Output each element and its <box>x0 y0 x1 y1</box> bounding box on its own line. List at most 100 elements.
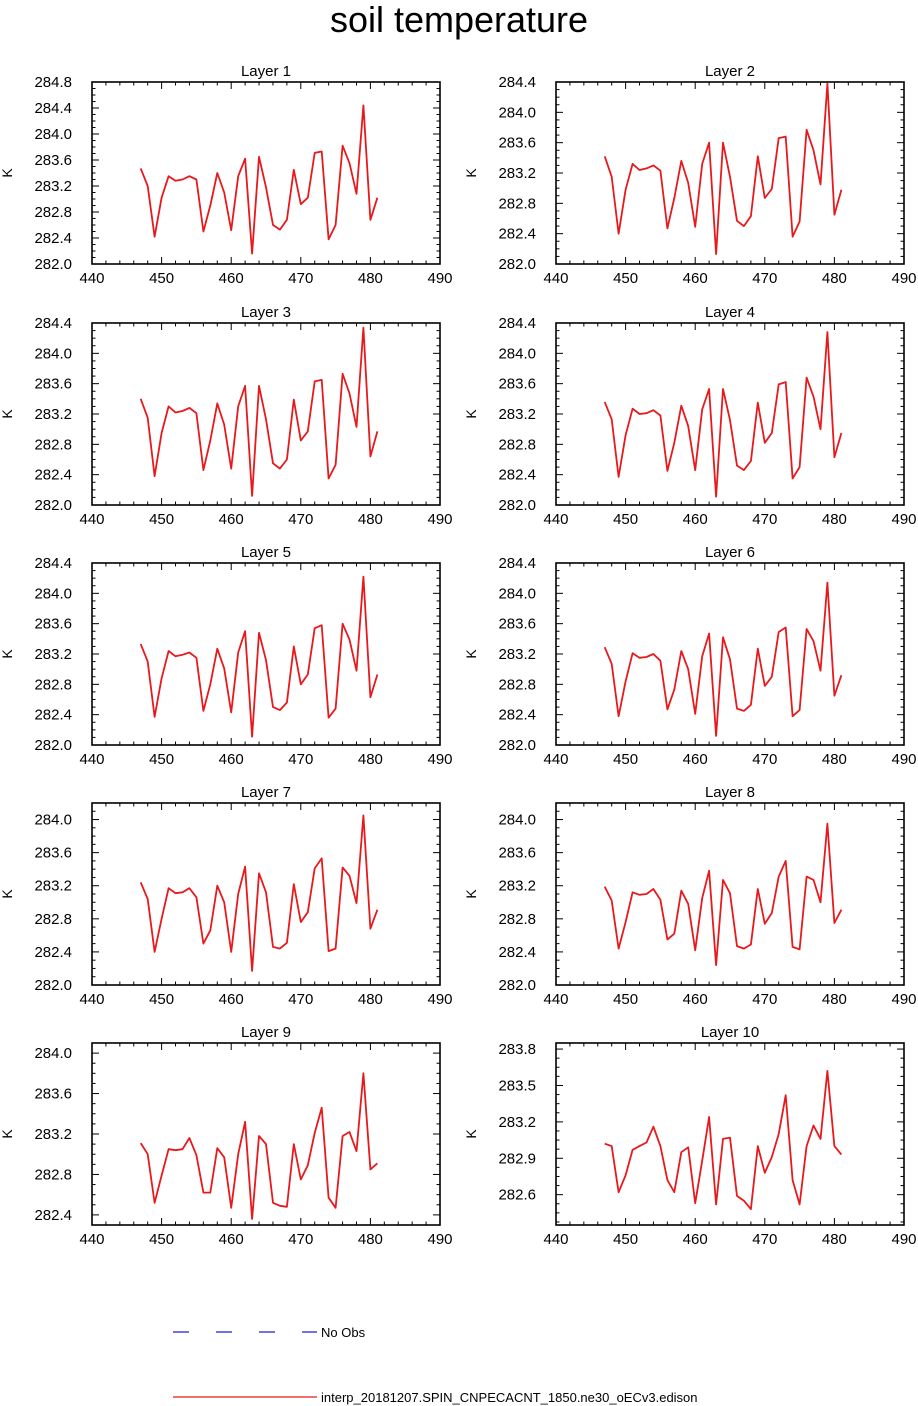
y-axis-label: K <box>0 1129 15 1139</box>
x-tick-label: 490 <box>427 751 452 768</box>
series-line <box>603 331 843 498</box>
y-tick-label: 282.4 <box>498 467 536 484</box>
series-line <box>139 575 379 738</box>
panel-title: Layer 4 <box>705 304 755 321</box>
y-tick-label: 283.6 <box>34 152 72 169</box>
y-axis-label: K <box>0 409 15 419</box>
x-tick-label: 450 <box>149 1231 174 1248</box>
y-axis-label: K <box>463 409 479 419</box>
x-tick-label: 470 <box>288 511 313 528</box>
y-tick-label: 283.2 <box>34 1126 72 1143</box>
x-tick-label: 440 <box>79 511 104 528</box>
y-tick-label: 283.6 <box>34 845 72 862</box>
y-tick-label: 282.8 <box>498 436 536 453</box>
x-tick-label: 480 <box>358 991 383 1008</box>
x-tick-label: 460 <box>219 751 244 768</box>
y-tick-label: 283.2 <box>34 178 72 195</box>
y-tick-label: 282.8 <box>34 911 72 928</box>
x-tick-label: 480 <box>358 270 383 287</box>
x-tick-label: 480 <box>358 751 383 768</box>
x-tick-label: 460 <box>219 270 244 287</box>
series-line <box>603 82 843 256</box>
x-tick-label: 450 <box>149 511 174 528</box>
y-tick-label: 283.6 <box>498 845 536 862</box>
y-tick-label: 284.4 <box>34 100 72 117</box>
y-tick-label: 282.4 <box>34 944 72 961</box>
y-tick-label: 282.4 <box>34 707 72 724</box>
x-tick-label: 450 <box>613 751 638 768</box>
y-tick-label: 282.8 <box>34 436 72 453</box>
y-tick-label: 282.8 <box>498 195 536 212</box>
legend-model-label: interp_20181207.SPIN_CNPECACNT_1850.ne30… <box>321 1390 698 1405</box>
plot-frame <box>555 1042 905 1226</box>
panel-layer-5: Layer 5 K 440 450 460 470 480 490 282.0 282.4 282.… <box>0 544 453 768</box>
y-tick-label: 282.8 <box>34 1166 72 1183</box>
panel-title: Layer 5 <box>241 544 291 561</box>
y-tick-label: 284.4 <box>498 74 536 91</box>
x-tick-label: 490 <box>891 270 916 287</box>
y-axis-label: K <box>0 649 15 659</box>
y-tick-label: 282.4 <box>498 707 536 724</box>
panel-layer-4: Layer 4 K 440 450 460 470 480 490 282.0 282.4 282.… <box>463 304 917 528</box>
x-tick-label: 470 <box>288 751 313 768</box>
panel-title: Layer 10 <box>701 1024 759 1041</box>
y-tick-label: 283.8 <box>498 1041 536 1058</box>
y-tick-label: 282.4 <box>34 467 72 484</box>
x-tick-label: 460 <box>219 511 244 528</box>
y-tick-label: 284.0 <box>498 812 536 829</box>
y-tick-label: 284.4 <box>34 555 72 572</box>
x-tick-label: 460 <box>683 1231 708 1248</box>
series-line <box>604 1070 843 1211</box>
x-tick-label: 480 <box>822 270 847 287</box>
x-tick-label: 450 <box>613 511 638 528</box>
y-tick-label: 283.5 <box>498 1077 536 1094</box>
x-tick-label: 450 <box>613 270 638 287</box>
y-tick-label: 282.4 <box>498 226 536 243</box>
y-tick-label: 284.0 <box>498 345 536 362</box>
y-tick-label: 284.4 <box>34 315 72 332</box>
y-tick-label: 282.0 <box>34 497 72 514</box>
figure-title: soil temperature <box>329 0 589 40</box>
y-tick-label: 282.8 <box>498 911 536 928</box>
y-tick-label: 282.4 <box>34 230 72 247</box>
x-tick-label: 470 <box>752 511 777 528</box>
x-tick-label: 440 <box>543 1231 568 1248</box>
y-tick-label: 282.0 <box>498 737 536 754</box>
y-tick-label: 284.0 <box>498 104 536 121</box>
x-tick-label: 480 <box>822 991 847 1008</box>
y-tick-label: 283.6 <box>34 376 72 393</box>
y-tick-label: 282.0 <box>34 737 72 754</box>
x-tick-label: 470 <box>752 751 777 768</box>
y-tick-label: 283.2 <box>498 406 536 423</box>
x-tick-label: 470 <box>752 270 777 287</box>
x-tick-label: 480 <box>822 1231 847 1248</box>
y-tick-label: 283.2 <box>34 646 72 663</box>
y-tick-label: 283.2 <box>498 878 536 895</box>
x-tick-label: 490 <box>891 991 916 1008</box>
x-tick-label: 480 <box>822 751 847 768</box>
x-tick-label: 470 <box>752 991 777 1008</box>
x-tick-label: 440 <box>79 751 104 768</box>
y-tick-label: 282.9 <box>498 1150 536 1167</box>
x-tick-label: 490 <box>427 511 452 528</box>
y-tick-label: 282.8 <box>34 676 72 693</box>
x-tick-label: 460 <box>683 511 708 528</box>
y-tick-label: 282.4 <box>34 1207 72 1224</box>
panel-layer-9: Layer 9 K 440 450 460 470 480 490 282.4 282.8 283.… <box>0 1024 453 1248</box>
panel-layer-10: Layer 10 K 440 450 460 470 480 490 282.6 282.9 283… <box>463 1024 917 1248</box>
y-tick-label: 282.0 <box>34 977 72 994</box>
x-tick-label: 450 <box>149 991 174 1008</box>
panel-title: Layer 6 <box>705 544 755 561</box>
panel-title: Layer 7 <box>241 784 291 801</box>
x-tick-label: 440 <box>543 751 568 768</box>
y-tick-label: 283.2 <box>34 878 72 895</box>
x-tick-label: 480 <box>358 511 383 528</box>
panel-layer-3: Layer 3 K 440 450 460 470 480 490 282.0 282.4 282.… <box>0 304 453 528</box>
x-tick-label: 490 <box>427 270 452 287</box>
panel-layer-1: Layer 1 K 440 450 460 470 480 490 282.0 282.4 282.… <box>0 63 453 287</box>
panel-title: Layer 1 <box>241 63 291 80</box>
y-tick-label: 282.4 <box>498 944 536 961</box>
x-tick-label: 480 <box>358 1231 383 1248</box>
panel-title: Layer 3 <box>241 304 291 321</box>
x-tick-label: 460 <box>219 1231 244 1248</box>
